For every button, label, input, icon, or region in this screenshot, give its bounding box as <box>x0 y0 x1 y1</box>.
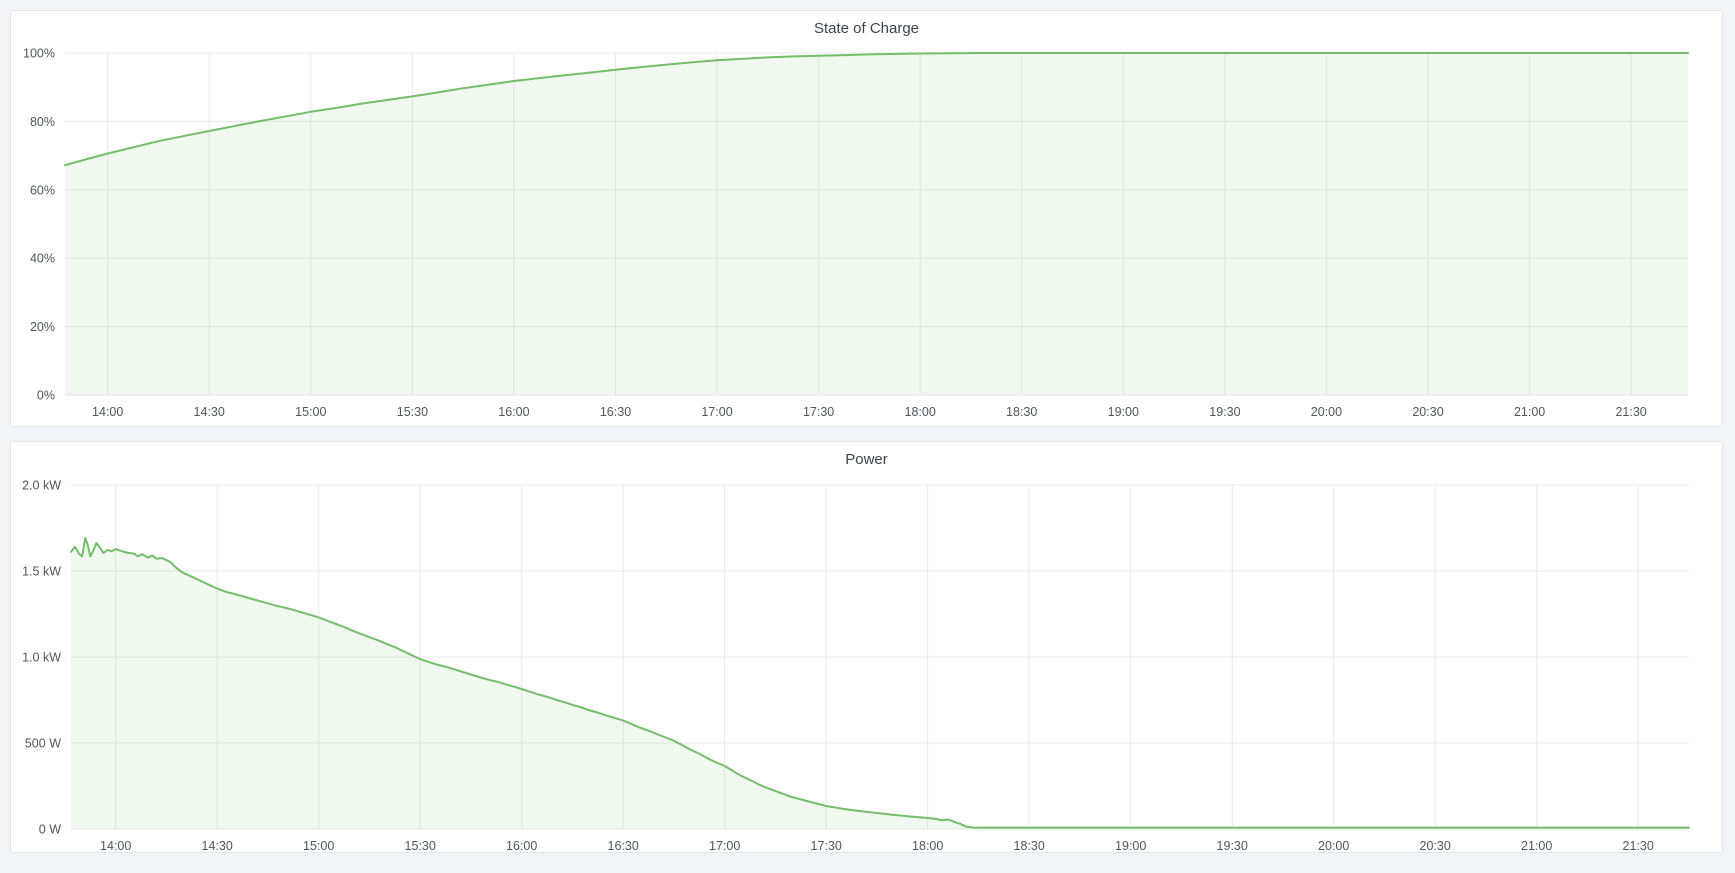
state-of-charge-chart[interactable]: 14:00 14:30 15:00 15:30 16:00 16:30 17:00 17:30… <box>11 11 1722 426</box>
x-tick-label: 16:30 <box>608 839 639 852</box>
x-tick-label: 20:00 <box>1311 405 1342 419</box>
y-tick-label: 1.5 kW <box>22 565 61 579</box>
x-tick-label: 21:30 <box>1615 405 1646 419</box>
y-tick-label: 100% <box>23 47 55 61</box>
x-tick-label: 19:00 <box>1115 839 1146 852</box>
x-tick-label: 16:30 <box>600 405 631 419</box>
x-tick-label: 16:00 <box>506 839 537 852</box>
x-tick-label: 18:30 <box>1014 839 1045 852</box>
x-tick-label: 19:30 <box>1209 405 1240 419</box>
x-tick-label: 21:00 <box>1514 405 1545 419</box>
panel-title-power[interactable]: Power <box>845 451 888 468</box>
x-tick-label: 14:00 <box>92 405 123 419</box>
series-area <box>71 538 1689 829</box>
y-tick-label: 500 W <box>25 737 61 751</box>
x-tick-label: 17:00 <box>701 405 732 419</box>
power-chart[interactable]: 14:00 14:30 15:00 15:30 16:00 16:30 17:00 17:30… <box>11 442 1722 852</box>
y-tick-label: 1.0 kW <box>22 651 61 665</box>
series-line <box>70 537 1690 829</box>
x-tick-label: 15:00 <box>295 405 326 419</box>
y-tick-label: 2.0 kW <box>22 479 61 493</box>
x-tick-label: 14:00 <box>100 839 131 852</box>
x-tick-label: 15:30 <box>397 405 428 419</box>
x-tick-label: 15:30 <box>405 839 436 852</box>
x-tick-label: 14:30 <box>202 839 233 852</box>
panel-state-of-charge: State of Charge 14:00 14:30 15:00 15:30 16:0… <box>10 10 1723 427</box>
x-tick-label: 18:30 <box>1006 405 1037 419</box>
x-tick-label: 17:30 <box>803 405 834 419</box>
x-tick-label: 20:30 <box>1420 839 1451 852</box>
x-tick-label: 19:30 <box>1217 839 1248 852</box>
y-tick-label: 20% <box>30 320 55 334</box>
x-tick-label: 14:30 <box>194 405 225 419</box>
series-area <box>65 53 1688 395</box>
x-tick-label: 21:30 <box>1623 839 1654 852</box>
x-tick-label: 19:00 <box>1108 405 1139 419</box>
x-tick-label: 17:30 <box>811 839 842 852</box>
panel-power: Power 14:00 14:30 15:00 15:30 16:00 16:30 17:0… <box>10 441 1723 853</box>
x-tick-label: 20:30 <box>1412 405 1443 419</box>
y-tick-label: 60% <box>30 183 55 197</box>
x-tick-label: 18:00 <box>905 405 936 419</box>
y-tick-label: 80% <box>30 115 55 129</box>
x-tick-label: 20:00 <box>1318 839 1349 852</box>
y-tick-label: 40% <box>30 252 55 266</box>
x-tick-label: 18:00 <box>912 839 943 852</box>
series-line <box>64 52 1689 167</box>
x-tick-label: 17:00 <box>709 839 740 852</box>
y-tick-label: 0% <box>37 389 55 403</box>
panel-title-state-of-charge[interactable]: State of Charge <box>813 20 920 37</box>
x-tick-label: 16:00 <box>498 405 529 419</box>
y-tick-label: 0 W <box>39 823 61 837</box>
x-tick-label: 15:00 <box>303 839 334 852</box>
x-tick-label: 21:00 <box>1521 839 1552 852</box>
